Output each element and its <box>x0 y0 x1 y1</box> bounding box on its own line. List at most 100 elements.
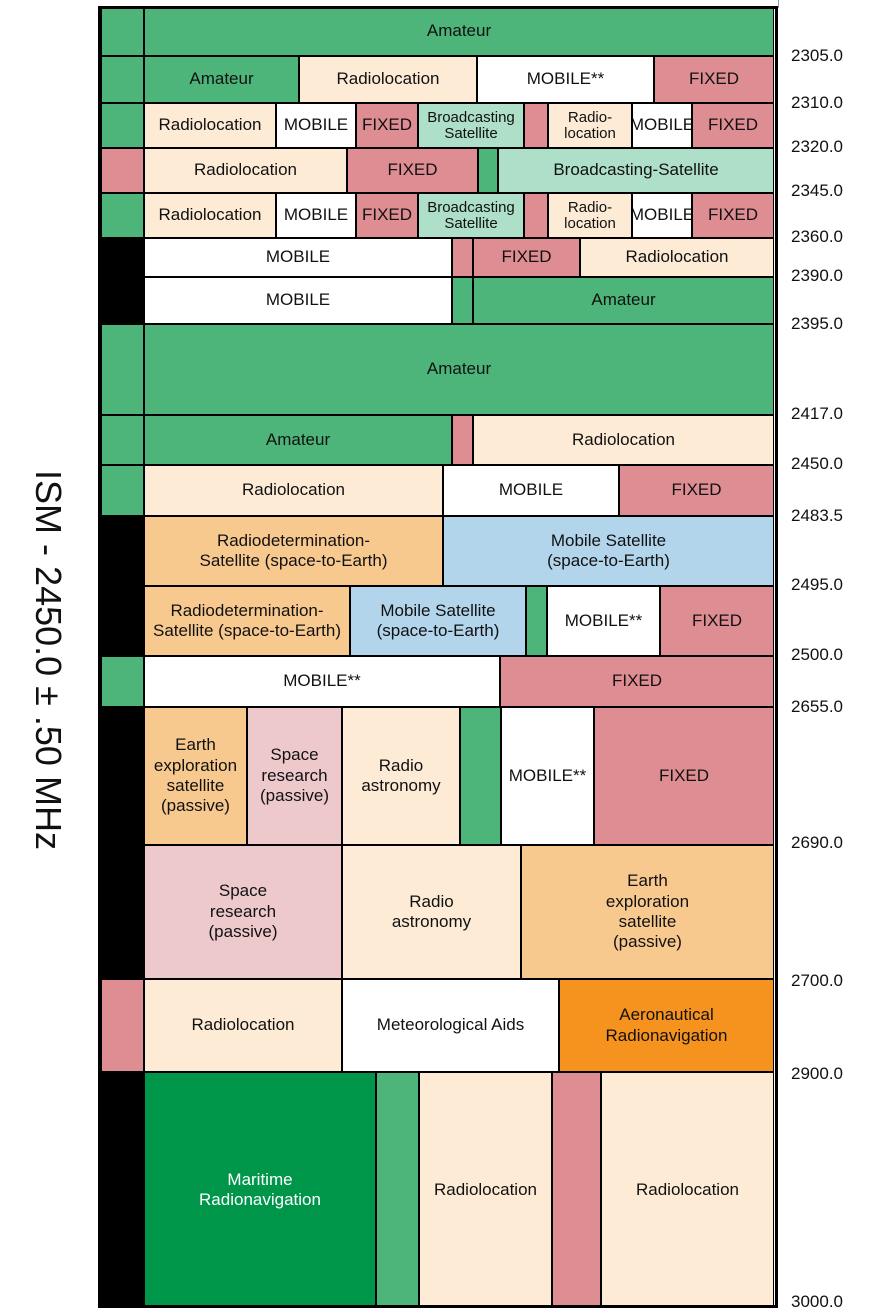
allocation-broadcasting-satellite: Broadcasting Satellite <box>418 103 524 148</box>
row-6-side-marker <box>101 238 144 277</box>
frequency-tick-label: 2360.0 <box>791 227 843 246</box>
row-13-side-marker <box>101 656 144 707</box>
allocation-radiolocation: Radiolocation <box>144 979 342 1072</box>
allocation-broadcasting-satellite: Broadcasting-Satellite <box>498 148 774 193</box>
allocation-unlabeled <box>526 586 547 656</box>
allocation-unlabeled <box>452 277 473 324</box>
row-12-side-marker <box>101 586 144 656</box>
allocation-fixed: FIXED <box>356 193 418 238</box>
allocation-space-research-passive: Space research (passive) <box>144 845 342 979</box>
row-5-side-marker <box>101 193 144 238</box>
allocation-radiolocation: Radiolocation <box>580 238 774 277</box>
allocation-fixed: FIXED <box>473 238 580 277</box>
row-8-side-marker <box>101 324 144 415</box>
row-4-side-marker <box>101 148 144 193</box>
allocation-mobile-satellite-space-to-earth: Mobile Satellite (space-to-Earth) <box>350 586 526 656</box>
allocation-radio-location: Radio- location <box>548 103 632 148</box>
allocation-fixed: FIXED <box>692 193 774 238</box>
row-17-side-marker <box>101 1072 144 1308</box>
allocation-meteorological-aids: Meteorological Aids <box>342 979 559 1072</box>
allocation-radiodetermination-satellite-space-to-earth: Radiodetermination- Satellite (space-to-… <box>144 586 350 656</box>
allocation-maritime-radionavigation: Maritime Radionavigation <box>144 1072 376 1308</box>
allocation-mobile: MOBILE <box>144 277 452 324</box>
row-3-side-marker <box>101 103 144 148</box>
allocation-fixed: FIXED <box>654 56 774 103</box>
allocation-fixed: FIXED <box>356 103 418 148</box>
frequency-tick-label: 2495.0 <box>791 575 843 594</box>
allocation-radiolocation: Radiolocation <box>419 1072 552 1308</box>
allocation-amateur: Amateur <box>473 277 774 324</box>
allocation-mobile: MOBILE <box>632 103 692 148</box>
allocation-earth-exploration-satellite-passive: Earth exploration satellite (passive) <box>144 707 247 845</box>
frequency-tick-label: 2390.0 <box>791 266 843 285</box>
allocation-fixed: FIXED <box>619 465 774 516</box>
row-11-side-marker <box>101 516 144 586</box>
allocation-radio-astronomy: Radio astronomy <box>342 845 521 979</box>
allocation-radio-astronomy: Radio astronomy <box>342 707 460 845</box>
frequency-tick-label: 2417.0 <box>791 404 843 423</box>
allocation-mobile: MOBILE <box>276 103 356 148</box>
allocation-unlabeled <box>460 707 501 845</box>
allocation-mobile: MOBILE <box>276 193 356 238</box>
frequency-tick-label: 2305.0 <box>791 46 843 65</box>
allocation-unlabeled <box>452 415 473 465</box>
row-14-side-marker <box>101 707 144 845</box>
frequency-tick-label: 2450.0 <box>791 454 843 473</box>
allocation-broadcasting-satellite: Broadcasting Satellite <box>418 193 524 238</box>
allocation-mobile: MOBILE** <box>144 656 500 707</box>
frequency-tick-label: 2700.0 <box>791 971 843 990</box>
frequency-tick-label: 2310.0 <box>791 93 843 112</box>
frequency-tick-label: 2345.0 <box>791 181 843 200</box>
allocation-radio-location: Radio- location <box>548 193 632 238</box>
allocation-mobile: MOBILE** <box>501 707 594 845</box>
allocation-fixed: FIXED <box>347 148 478 193</box>
row-10-side-marker <box>101 465 144 516</box>
row-15-side-marker <box>101 845 144 979</box>
allocation-fixed: FIXED <box>594 707 774 845</box>
allocation-radiolocation: Radiolocation <box>144 148 347 193</box>
allocation-radiolocation: Radiolocation <box>473 415 774 465</box>
allocation-aeronautical-radionavigation: Aeronautical Radionavigation <box>559 979 774 1072</box>
row-16-side-marker <box>101 979 144 1072</box>
allocation-unlabeled <box>376 1072 419 1308</box>
allocation-unlabeled <box>452 238 473 277</box>
row-7-side-marker <box>101 277 144 324</box>
allocation-space-research-passive: Space research (passive) <box>247 707 342 845</box>
allocation-mobile: MOBILE <box>443 465 619 516</box>
allocation-fixed: FIXED <box>500 656 774 707</box>
allocation-radiolocation: Radiolocation <box>144 103 276 148</box>
frequency-tick-label: 2320.0 <box>791 137 843 156</box>
allocation-radiolocation: Radiolocation <box>144 193 276 238</box>
frequency-tick-label: 2690.0 <box>791 833 843 852</box>
allocation-amateur: Amateur <box>144 56 299 103</box>
allocation-radiolocation: Radiolocation <box>299 56 477 103</box>
allocation-unlabeled <box>552 1072 601 1308</box>
allocation-unlabeled <box>478 148 498 193</box>
frequency-tick-label: 2483.5 <box>791 506 843 525</box>
allocation-mobile: MOBILE** <box>477 56 654 103</box>
allocation-mobile: MOBILE <box>144 238 452 277</box>
allocation-amateur: Amateur <box>144 415 452 465</box>
frequency-tick-label: 2900.0 <box>791 1064 843 1083</box>
allocation-radiolocation: Radiolocation <box>144 465 443 516</box>
allocation-mobile-satellite-space-to-earth: Mobile Satellite (space-to-Earth) <box>443 516 774 586</box>
top-edge-line <box>778 0 779 8</box>
frequency-tick-label: 2500.0 <box>791 645 843 664</box>
allocation-amateur: Amateur <box>144 324 774 415</box>
row-9-side-marker <box>101 415 144 465</box>
row-2-side-marker <box>101 56 144 103</box>
allocation-mobile: MOBILE <box>632 193 692 238</box>
allocation-amateur: Amateur <box>144 6 774 56</box>
frequency-tick-label: 2395.0 <box>791 314 843 333</box>
ism-band-label: ISM - 2450.0 ± .50 MHz <box>28 470 69 850</box>
frequency-tick-label: 2655.0 <box>791 697 843 716</box>
allocation-mobile: MOBILE** <box>547 586 660 656</box>
allocation-radiolocation: Radiolocation <box>601 1072 774 1308</box>
allocation-earth-exploration-satellite-passive: Earth exploration satellite (passive) <box>521 845 774 979</box>
allocation-unlabeled <box>524 193 548 238</box>
row-1-side-marker <box>101 6 144 56</box>
allocation-unlabeled <box>524 103 548 148</box>
frequency-tick-label: 3000.0 <box>791 1292 843 1311</box>
allocation-radiodetermination-satellite-space-to-earth: Radiodetermination- Satellite (space-to-… <box>144 516 443 586</box>
